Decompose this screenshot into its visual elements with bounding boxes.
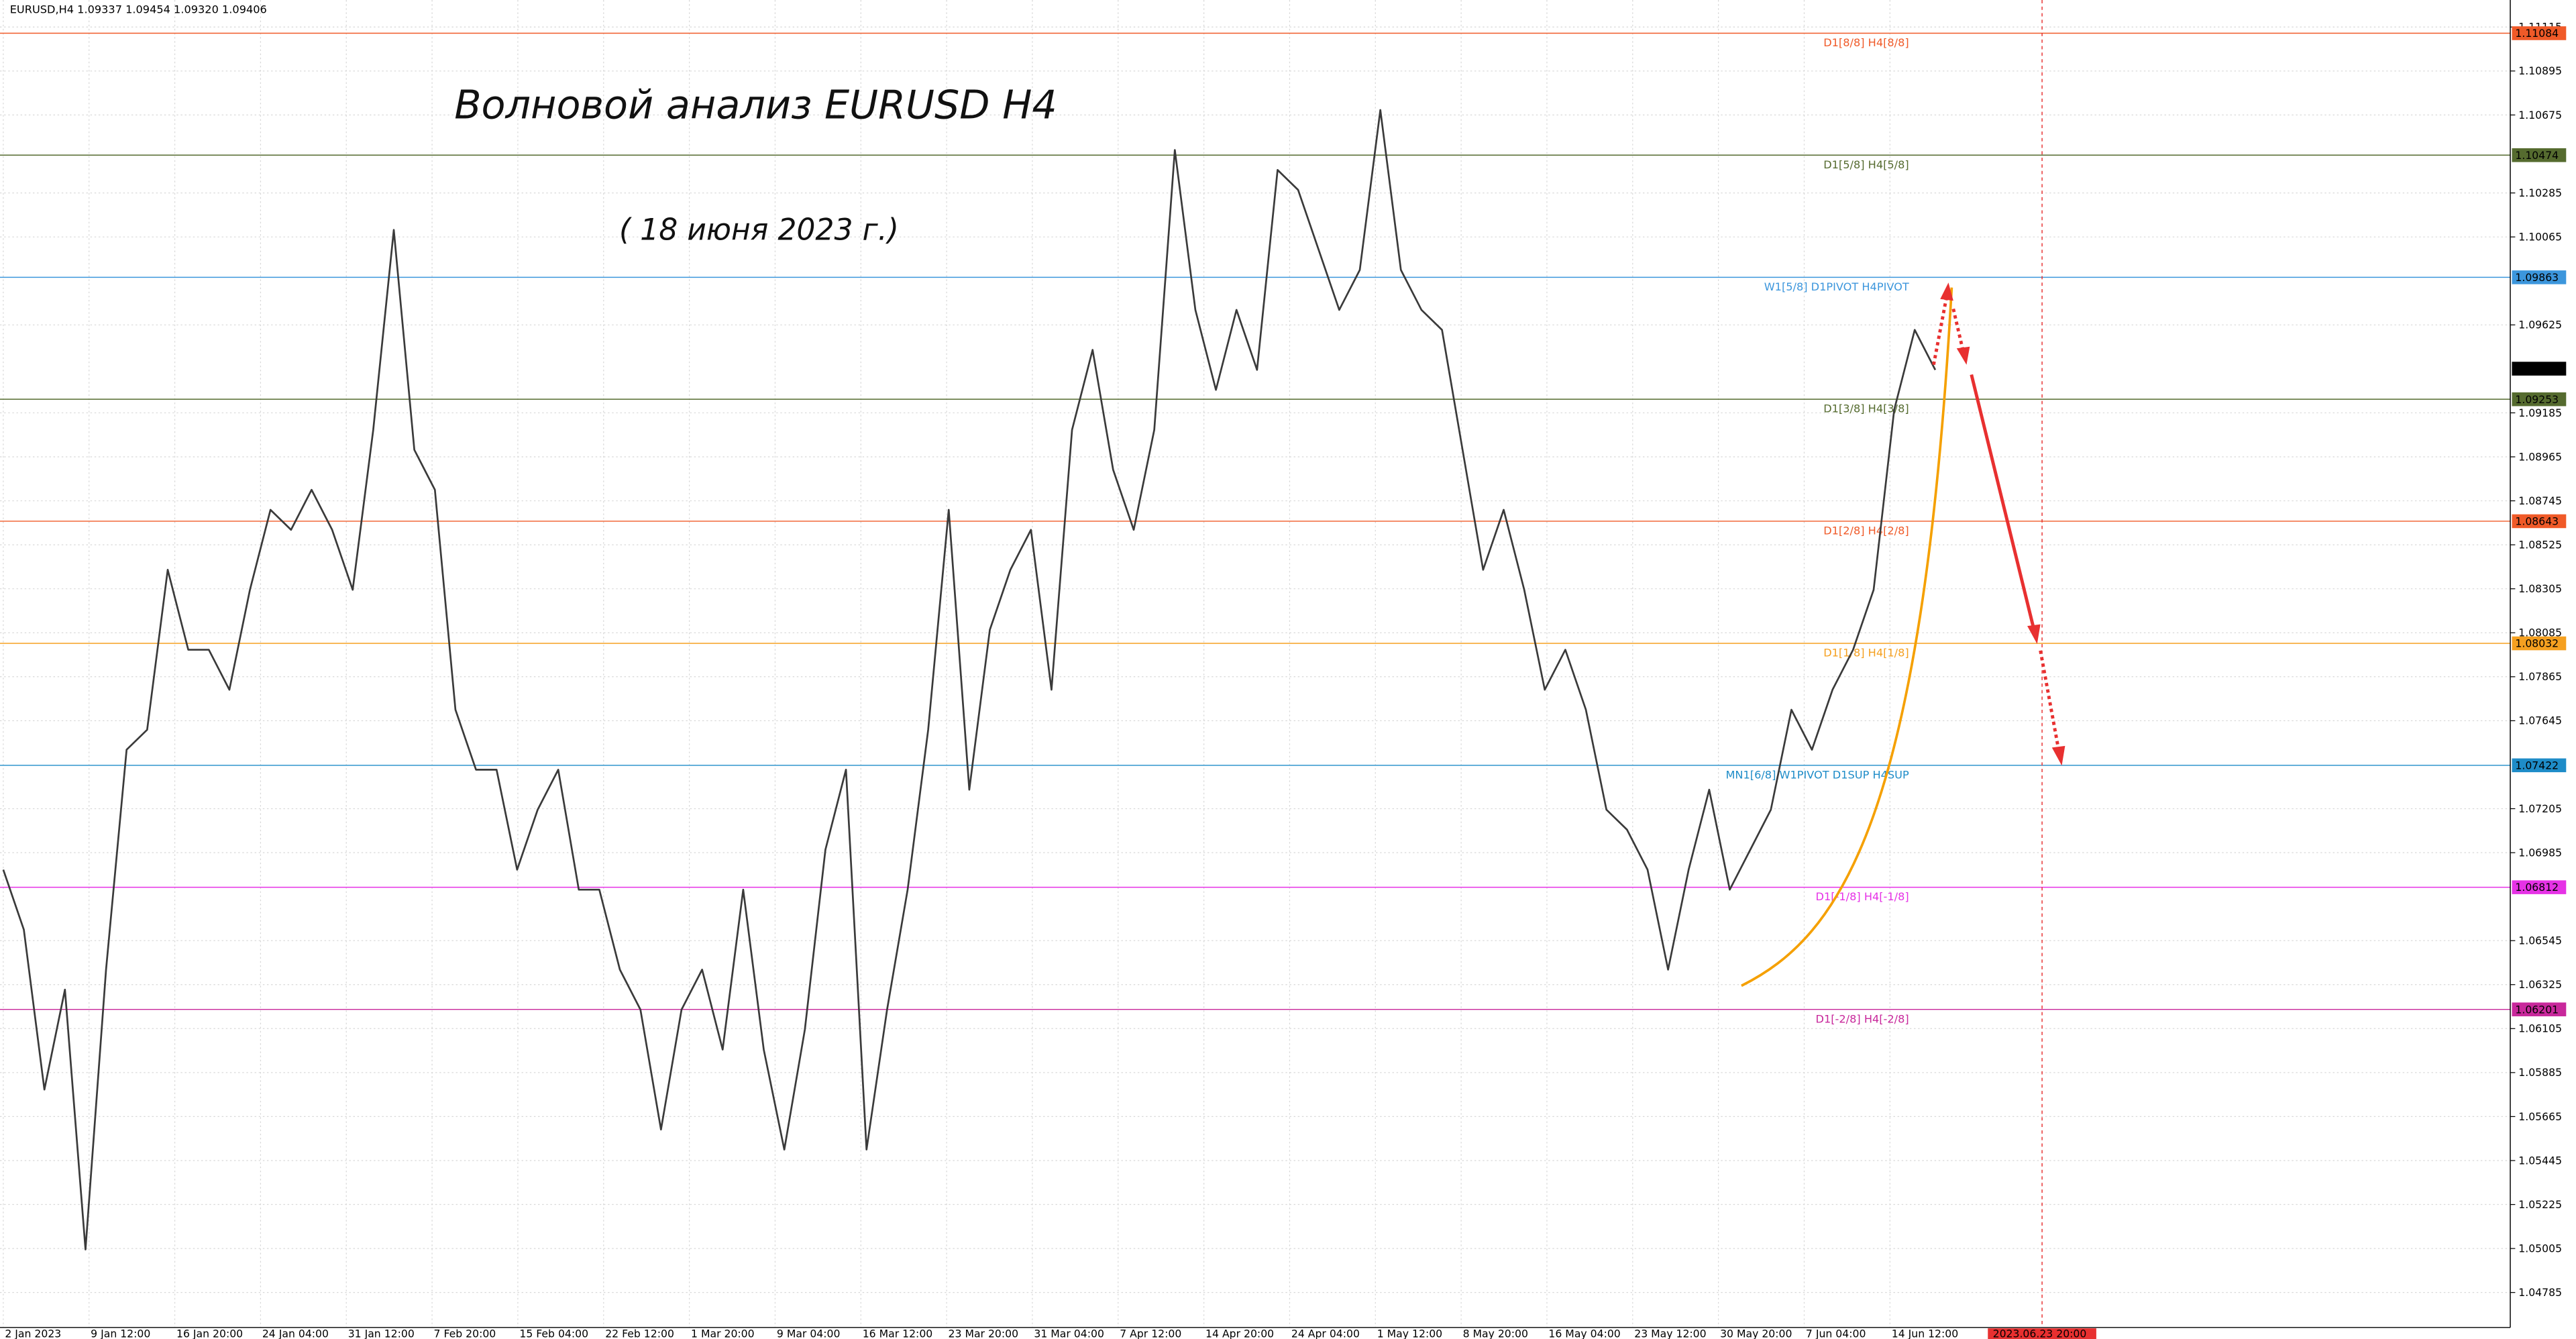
x-tick-label: 22 Feb 12:00 xyxy=(605,1328,674,1339)
x-tick-label: 16 Mar 12:00 xyxy=(863,1328,933,1339)
level-price-bg xyxy=(2512,392,2567,407)
y-tick-label: 1.05225 xyxy=(2518,1198,2562,1211)
x-tick-label: 16 May 04:00 xyxy=(1548,1328,1620,1339)
forecast-arrow xyxy=(1970,374,2036,630)
level-price-bg xyxy=(2512,26,2567,40)
y-tick-label: 1.10285 xyxy=(2518,186,2562,199)
x-tick-label: 7 Feb 20:00 xyxy=(434,1328,496,1339)
level-name: D1[8/8] H4[8/8] xyxy=(1823,36,1909,49)
level-price-bg xyxy=(2512,636,2567,651)
level-name: D1[2/8] H4[2/8] xyxy=(1823,525,1909,537)
level-name: D1[3/8] H4[3/8] xyxy=(1823,403,1909,415)
level-price: 1.10474 xyxy=(2515,149,2559,162)
level-price-bg xyxy=(2512,514,2567,529)
level-name: D1[-1/8] H4[-1/8] xyxy=(1816,890,1909,903)
symbol-header: EURUSD,H4 1.09337 1.09454 1.09320 1.0940… xyxy=(10,3,267,16)
level-price: 1.07422 xyxy=(2515,759,2559,771)
level-price-bg xyxy=(2512,880,2567,894)
level-price: 1.08032 xyxy=(2515,637,2559,650)
x-tick-label: 16 Jan 20:00 xyxy=(176,1328,243,1339)
y-tick-label: 1.06985 xyxy=(2518,846,2562,859)
current-price: 1.09406 xyxy=(2515,362,2559,375)
y-tick-label: 1.04785 xyxy=(2518,1286,2562,1299)
y-tick-label: 1.06545 xyxy=(2518,934,2562,947)
y-tick-label: 1.06105 xyxy=(2518,1022,2562,1035)
x-tick-label: 15 Feb 04:00 xyxy=(519,1328,588,1339)
y-tick-label: 1.08965 xyxy=(2518,450,2562,463)
y-tick-label: 1.07865 xyxy=(2518,670,2562,683)
orange-curve xyxy=(1741,287,1953,987)
y-tick-label: 1.10065 xyxy=(2518,231,2562,244)
level-price-bg xyxy=(2512,758,2567,773)
y-tick-label: 1.09625 xyxy=(2518,319,2562,331)
level-price-bg xyxy=(2512,148,2567,162)
y-tick-label: 1.07205 xyxy=(2518,802,2562,815)
x-tick-label: 8 May 20:00 xyxy=(1463,1328,1528,1339)
y-tick-label: 1.05665 xyxy=(2518,1110,2562,1123)
y-tick-label: 1.10895 xyxy=(2518,64,2562,77)
x-tick-label: 24 Apr 04:00 xyxy=(1291,1328,1360,1339)
x-tick-label: 9 Mar 04:00 xyxy=(777,1328,841,1339)
x-tick-label: 2 Jan 2023 xyxy=(5,1328,61,1339)
y-tick-label: 1.10675 xyxy=(2518,109,2562,121)
level-price-bg xyxy=(2512,270,2567,284)
current-price-bg xyxy=(2512,362,2567,376)
y-tick-label: 1.06325 xyxy=(2518,978,2562,991)
x-tick-label: 7 Apr 12:00 xyxy=(1120,1328,1181,1339)
x-tick-label: 14 Apr 20:00 xyxy=(1205,1328,1274,1339)
x-tick-label: 7 Jun 04:00 xyxy=(1806,1328,1866,1339)
chart-subtitle: ( 18 июня 2023 г.) xyxy=(619,213,899,248)
y-tick-label: 1.08525 xyxy=(2518,539,2562,551)
cursor-label: 2023.06.23 20:00 xyxy=(1993,1328,2087,1339)
level-price: 1.06201 xyxy=(2515,1003,2559,1016)
cursor-label-bg xyxy=(1988,1328,2096,1339)
level-price: 1.08643 xyxy=(2515,515,2559,528)
y-tick-label: 1.07645 xyxy=(2518,714,2562,727)
level-price: 1.09863 xyxy=(2515,271,2559,284)
y-tick-label: 1.08305 xyxy=(2518,582,2562,595)
arrow-head xyxy=(1940,282,1953,301)
x-tick-label: 31 Mar 04:00 xyxy=(1034,1328,1104,1339)
forecast-arrow xyxy=(1932,295,1949,366)
x-tick-label: 1 May 12:00 xyxy=(1377,1328,1442,1339)
y-tick-label: 1.05005 xyxy=(2518,1242,2562,1254)
x-tick-label: 23 Mar 20:00 xyxy=(949,1328,1019,1339)
x-tick-label: 14 Jun 12:00 xyxy=(1892,1328,1958,1339)
level-price: 1.06812 xyxy=(2515,881,2559,894)
y-tick-label: 1.05885 xyxy=(2518,1066,2562,1079)
level-name: D1[1/8] H4[1/8] xyxy=(1823,647,1909,659)
y-tick-label: 1.08085 xyxy=(2518,627,2562,639)
forecast-arrow xyxy=(1951,308,1965,352)
y-tick-label: 1.09185 xyxy=(2518,407,2562,419)
level-price-bg xyxy=(2512,1002,2567,1016)
level-name: MN1[6/8] W1PIVOT D1SUP H4SUP xyxy=(1725,768,1909,781)
level-price: 1.11084 xyxy=(2515,27,2559,40)
x-tick-label: 24 Jan 04:00 xyxy=(262,1328,329,1339)
x-tick-label: 23 May 12:00 xyxy=(1634,1328,1706,1339)
arrow-head xyxy=(1956,346,1970,365)
arrow-head xyxy=(2027,624,2041,645)
level-name: W1[5/8] D1PIVOT H4PIVOT xyxy=(1764,280,1909,293)
x-tick-label: 9 Jan 12:00 xyxy=(91,1328,150,1339)
arrow-head xyxy=(2051,745,2065,766)
level-name: D1[5/8] H4[5/8] xyxy=(1823,158,1909,171)
y-tick-label: 1.05445 xyxy=(2518,1154,2562,1167)
x-tick-label: 31 Jan 12:00 xyxy=(348,1328,415,1339)
level-name: D1[-2/8] H4[-2/8] xyxy=(1816,1012,1909,1025)
level-price: 1.09253 xyxy=(2515,393,2559,406)
chart-title: Волновой анализ EURUSD H4 xyxy=(454,81,1057,127)
x-tick-label: 1 Mar 20:00 xyxy=(691,1328,755,1339)
price-line xyxy=(2,109,1937,1250)
y-tick-label: 1.08745 xyxy=(2518,494,2562,507)
x-tick-label: 30 May 20:00 xyxy=(1720,1328,1792,1339)
